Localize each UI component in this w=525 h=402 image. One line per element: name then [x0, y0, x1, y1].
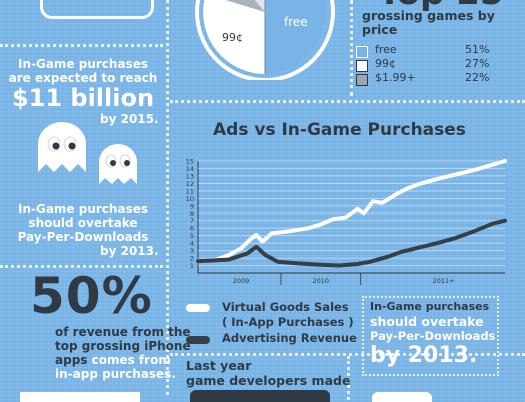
- pie-label-free: free: [284, 15, 308, 29]
- x-tick-label: 2009: [233, 277, 250, 285]
- y-tick-label: 3: [190, 247, 194, 255]
- y-tick-label: 15: [186, 158, 194, 166]
- top25-subheading: grossing games by price: [362, 8, 495, 38]
- expected-line1: In-Game purchases: [18, 57, 148, 71]
- right-line4: by 2013.: [370, 343, 478, 368]
- advertising-line: [196, 218, 507, 268]
- rev-line1: of revenue from the: [55, 325, 191, 339]
- chart-axes: [197, 161, 505, 274]
- last-year-line2: game developers made: [186, 373, 351, 388]
- legend-label-free: free: [375, 43, 397, 56]
- divider-left-mid: [0, 265, 163, 268]
- legend-swatch-free: [356, 46, 368, 58]
- legend-virtual-line1: Virtual Goods Sales: [222, 300, 349, 314]
- phone-outline-icon: [40, 0, 154, 19]
- right-line2: should overtake: [370, 314, 484, 329]
- divider-vertical-bottom: [347, 356, 350, 400]
- bottom-figure-partial: [190, 390, 330, 402]
- y-tick-label: 4: [190, 240, 194, 248]
- legend-swatch-ads: [186, 336, 210, 344]
- rev-line3: apps comes from: [55, 353, 171, 368]
- legend-pct-99c: 27%: [465, 57, 490, 70]
- legend-ads: Advertising Revenue: [222, 331, 357, 345]
- y-tick-label: 2: [190, 255, 194, 263]
- x-tick-label: 2010: [313, 277, 330, 285]
- legend-label-199: $1.99+: [375, 71, 416, 84]
- legend-pct-free: 51%: [465, 43, 490, 56]
- overtake-callout-box: [362, 296, 499, 376]
- overtake-line1: In-Game purchases: [18, 202, 148, 216]
- top25-heading: Top 25: [378, 0, 504, 13]
- y-tick-label: 8: [190, 210, 194, 218]
- bottom-left-block: [20, 392, 140, 402]
- y-tick-label: 9: [190, 202, 194, 210]
- ghost-icon: [34, 122, 90, 176]
- legend-swatch-virtual: [186, 304, 210, 312]
- legend-pct-199: 22%: [465, 71, 490, 84]
- amount-11-billion: $11 billion: [11, 84, 155, 112]
- y-tick-label: 11: [186, 187, 194, 195]
- rev-line4: in-app purchases.: [55, 367, 176, 381]
- rev-line3-apps: apps: [55, 353, 88, 367]
- pie-label-99c: 99¢: [222, 31, 243, 44]
- x-tick-label: 2011+: [433, 277, 455, 285]
- virtual-goods-line: [196, 159, 507, 264]
- divider-vertical-left: [166, 0, 169, 395]
- rev-line2: top grossing iPhone: [55, 339, 191, 353]
- expected-line2: are expected to reach: [8, 71, 158, 85]
- chart-title: Ads vs In-Game Purchases: [213, 120, 466, 140]
- overtake-line4: by 2013.: [100, 244, 159, 258]
- right-line3: Pay-Per-Downloads: [370, 329, 496, 343]
- y-tick-label: 7: [190, 217, 194, 225]
- y-tick-label: 10: [186, 195, 194, 203]
- divider-left-top: [0, 44, 163, 47]
- y-tick-label: 12: [186, 180, 194, 188]
- y-tick-label: 6: [190, 225, 194, 233]
- percent-50: 50%: [30, 267, 153, 325]
- legend-virtual-line2: ( In-App Purchases ): [222, 315, 354, 329]
- overtake-line2: should overtake: [28, 216, 138, 230]
- divider-vertical-top: [350, 0, 353, 96]
- by-2015: by 2015.: [100, 112, 159, 126]
- legend-swatch-199: [356, 74, 368, 86]
- y-tick-label: 14: [186, 165, 194, 173]
- overtake-line3: Pay-Per-Downloads: [17, 230, 149, 244]
- ghost-icon: [96, 144, 140, 188]
- y-tick-label: 5: [190, 232, 194, 240]
- rev-line3-comes: comes from: [91, 353, 171, 367]
- y-tick-label: 13: [186, 172, 194, 180]
- divider-top: [170, 100, 525, 103]
- divider-bottom: [170, 353, 525, 356]
- legend-label-99c: 99¢: [375, 57, 396, 70]
- legend-swatch-99c: [356, 60, 368, 72]
- last-year-line1: Last year: [186, 358, 252, 373]
- bottom-right-partial: [372, 392, 432, 402]
- right-line1: In-Game purchases: [370, 300, 490, 313]
- y-tick-label: 1: [190, 262, 194, 270]
- price-pie-chart: 99¢ free: [180, 0, 350, 82]
